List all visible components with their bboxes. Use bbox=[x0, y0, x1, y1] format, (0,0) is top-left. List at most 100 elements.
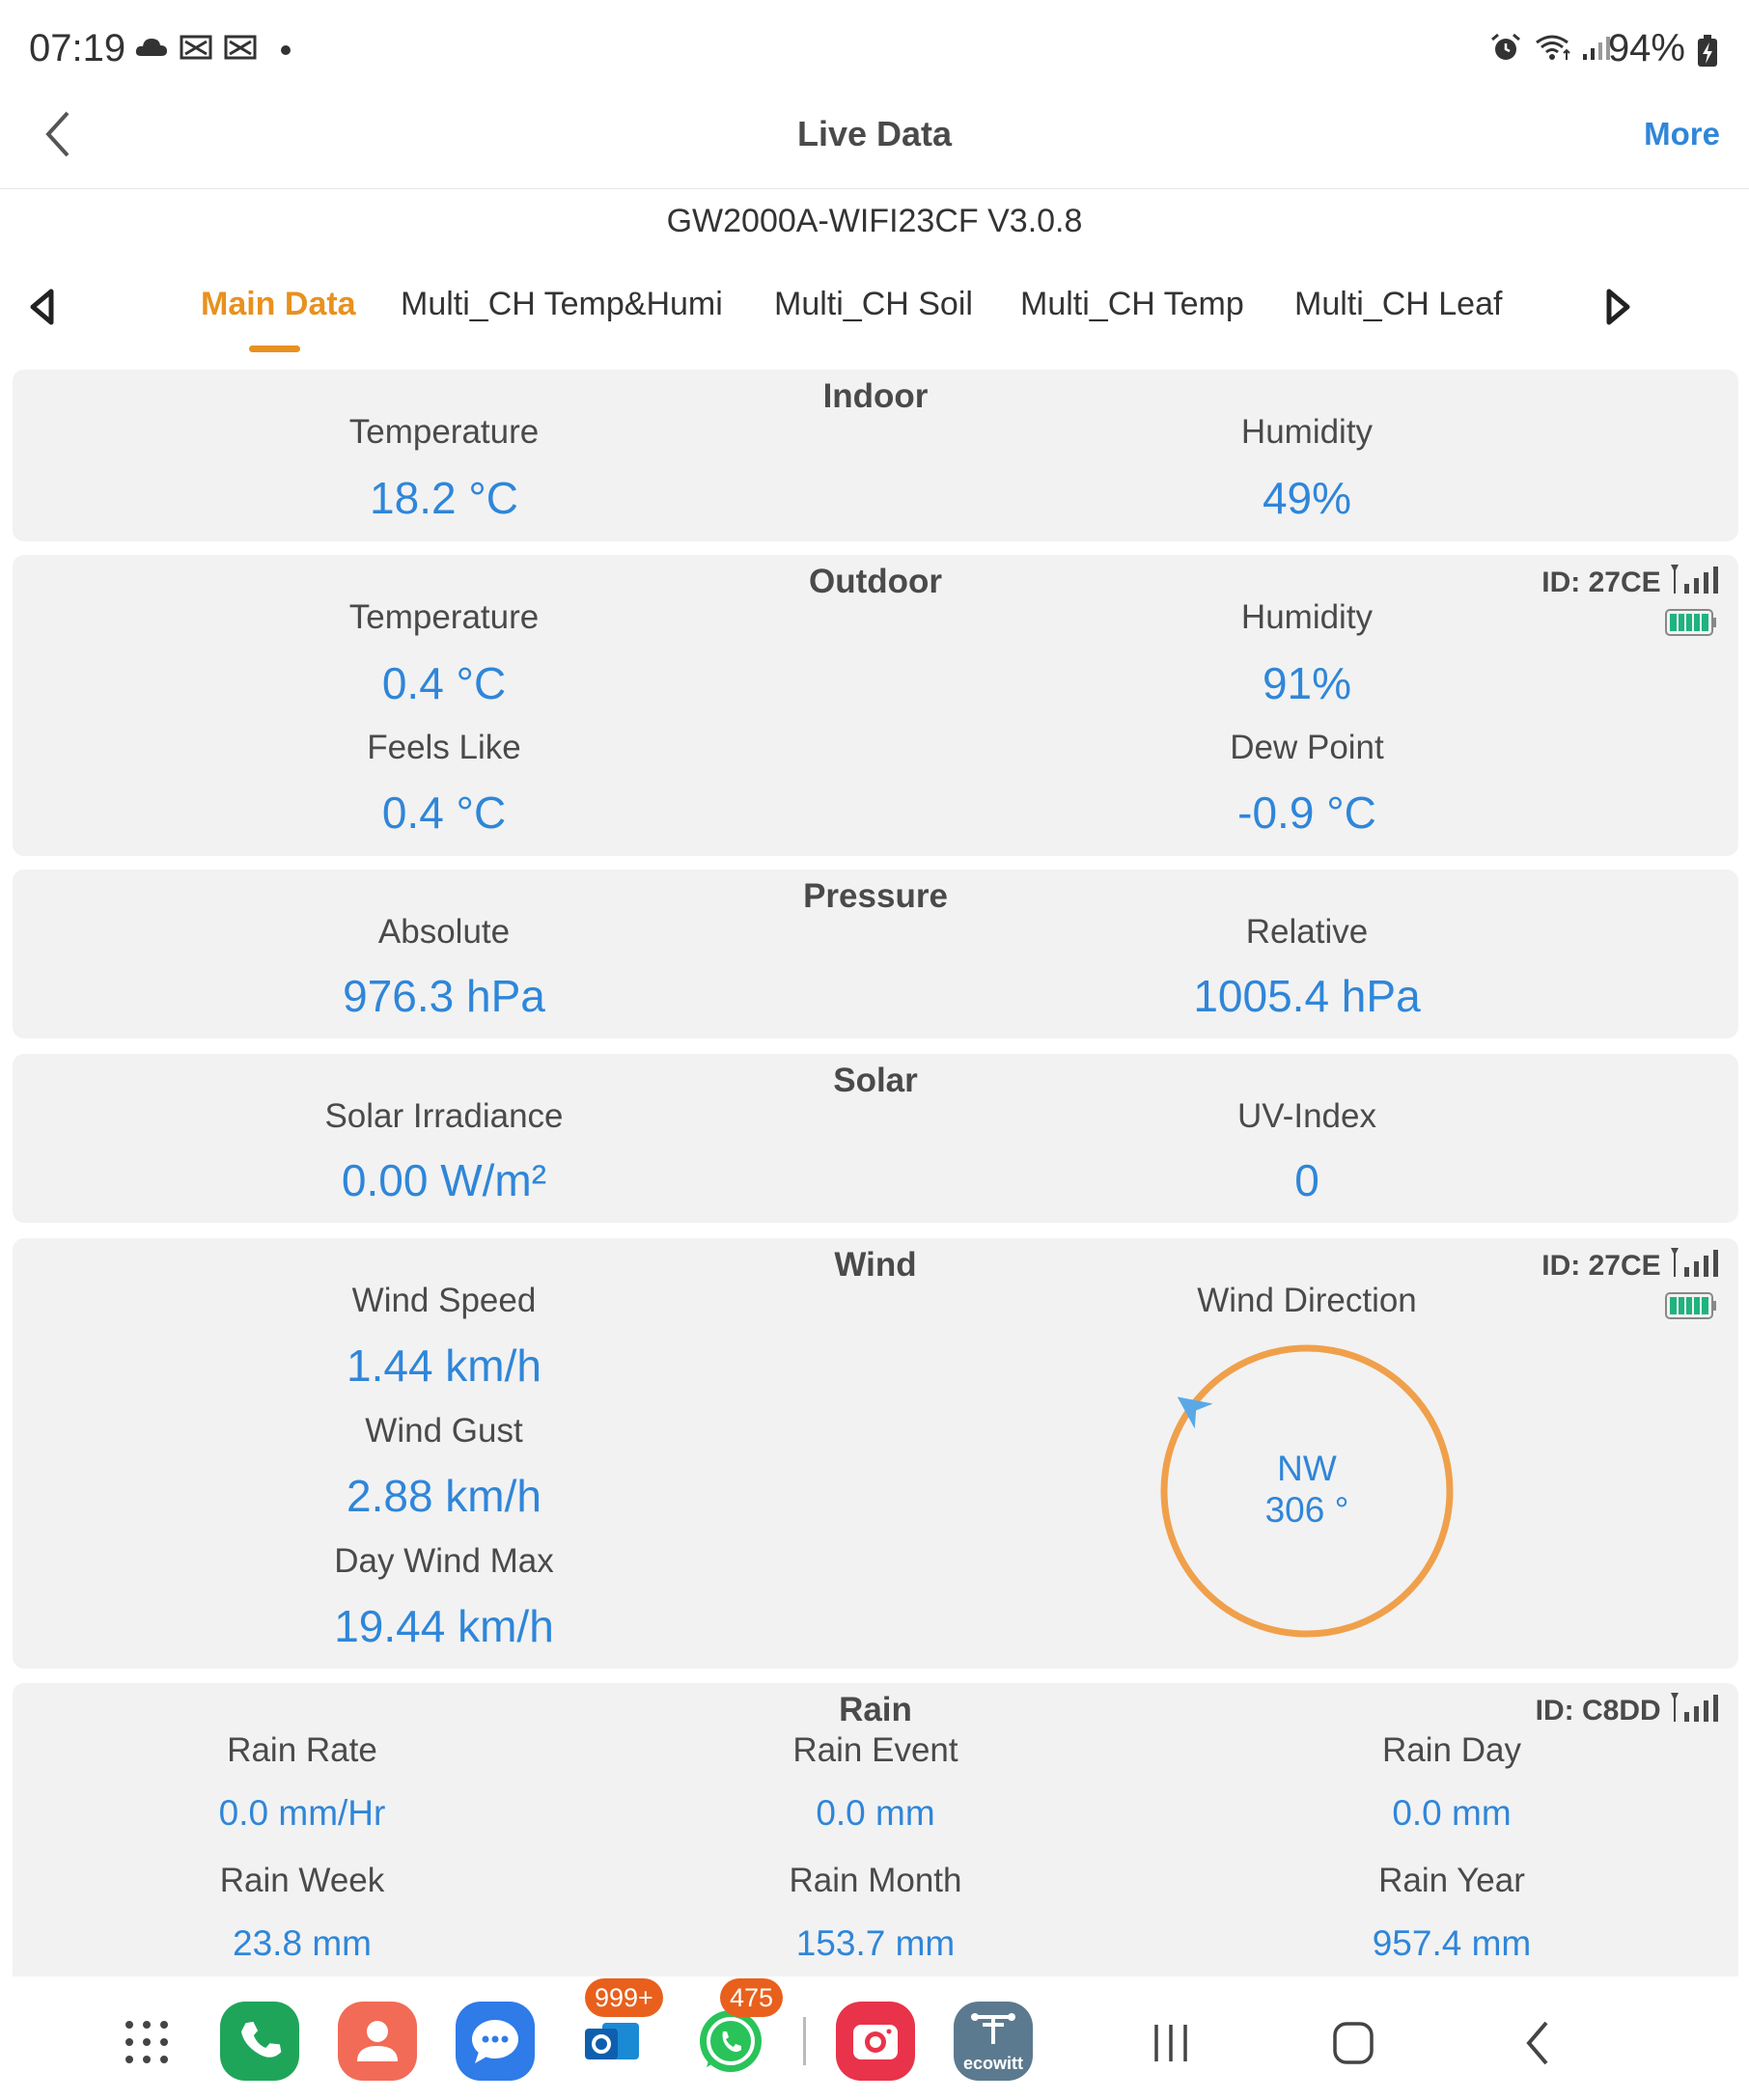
absolute-pressure-label: Absolute bbox=[377, 913, 511, 951]
sensor-battery-icon bbox=[1665, 609, 1716, 636]
dew-point-value: -0.9 °C bbox=[1237, 788, 1376, 838]
antenna-signal-icon bbox=[1671, 565, 1718, 594]
outdoor-card: Outdoor ID: 27CE Temperature 0.4 °C Humi… bbox=[13, 555, 1738, 856]
ecowitt-app-label: ecowitt bbox=[962, 2054, 1023, 2073]
outdoor-temperature-label: Temperature bbox=[348, 598, 540, 636]
solar-title: Solar bbox=[833, 1062, 918, 1099]
alarm-icon bbox=[1491, 33, 1520, 60]
rain-month-label: Rain Month bbox=[789, 1862, 962, 1899]
tab-multi-ch-soil[interactable]: Multi_CH Soil bbox=[774, 286, 973, 322]
tab-multi-ch-temp-humi[interactable]: Multi_CH Temp&Humi bbox=[401, 286, 723, 322]
rain-rate-label: Rain Rate bbox=[227, 1731, 377, 1769]
status-time: 07:19 bbox=[29, 27, 126, 69]
app-header bbox=[0, 101, 1749, 189]
camera-app-icon[interactable] bbox=[836, 2002, 915, 2081]
wind-gust-value: 2.88 km/h bbox=[347, 1471, 541, 1521]
rain-card: Rain ID: C8DD Rain Rate 0.0 mm/Hr Rain E… bbox=[13, 1683, 1738, 1976]
tab-multi-ch-leaf[interactable]: Multi_CH Leaf bbox=[1294, 286, 1503, 322]
rain-event-value: 0.0 mm bbox=[816, 1793, 935, 1833]
outdoor-id-text: ID: 27CE bbox=[1541, 566, 1661, 598]
rain-id-text: ID: C8DD bbox=[1535, 1695, 1661, 1727]
battery-charging-icon bbox=[1698, 35, 1717, 67]
dot-icon bbox=[281, 45, 291, 55]
pressure-card: Pressure Absolute 976.3 hPa Relative 100… bbox=[13, 870, 1738, 1038]
outlook-badge: 999+ bbox=[585, 1978, 663, 2017]
notification-icon bbox=[180, 35, 212, 60]
more-button[interactable]: More bbox=[1644, 116, 1720, 152]
antenna-signal-icon bbox=[1671, 1693, 1718, 1722]
device-name: GW2000A-WIFI23CF V3.0.8 bbox=[666, 203, 1083, 239]
pressure-title: Pressure bbox=[803, 877, 948, 915]
solar-irradiance-value: 0.00 W/m² bbox=[341, 1155, 547, 1205]
rain-year-value: 957.4 mm bbox=[1372, 1923, 1532, 1963]
wind-title: Wind bbox=[834, 1246, 917, 1284]
cloud-icon bbox=[135, 39, 167, 56]
rain-sensor-id: ID: C8DD bbox=[1536, 1691, 1723, 1727]
outdoor-sensor-id: ID: 27CE bbox=[1541, 563, 1723, 599]
ecowitt-app-icon[interactable]: ecowitt bbox=[954, 2002, 1033, 2081]
outdoor-humidity-label: Humidity bbox=[1240, 598, 1374, 636]
outdoor-temperature-value: 0.4 °C bbox=[381, 658, 507, 708]
sensor-battery-icon bbox=[1665, 1292, 1716, 1319]
indoor-temperature-value: 18.2 °C bbox=[370, 473, 518, 523]
wifi-icon bbox=[1536, 35, 1570, 60]
battery-percent: 94% bbox=[1607, 27, 1685, 69]
rain-title: Rain bbox=[839, 1691, 912, 1728]
rain-event-label: Rain Event bbox=[792, 1731, 958, 1769]
outdoor-title: Outdoor bbox=[808, 563, 943, 600]
signal-icon bbox=[1583, 37, 1610, 60]
nav-back-icon[interactable] bbox=[1523, 2019, 1552, 2067]
wind-speed-label: Wind Speed bbox=[351, 1282, 537, 1319]
feels-like-value: 0.4 °C bbox=[381, 788, 507, 838]
rain-week-value: 23.8 mm bbox=[233, 1923, 372, 1963]
outdoor-humidity-value: 91% bbox=[1262, 658, 1352, 708]
rain-rate-value: 0.0 mm/Hr bbox=[218, 1793, 386, 1833]
page-title: Live Data bbox=[796, 114, 953, 153]
absolute-pressure-value: 976.3 hPa bbox=[343, 971, 545, 1021]
recent-apps-icon[interactable] bbox=[1151, 2023, 1191, 2063]
tab-prev-icon[interactable] bbox=[29, 288, 56, 326]
tab-bar: Main Data Multi_CH Temp&Humi Multi_CH So… bbox=[0, 280, 1749, 367]
relative-pressure-label: Relative bbox=[1245, 913, 1369, 951]
whatsapp-badge: 475 bbox=[720, 1978, 784, 2017]
solar-irradiance-label: Solar Irradiance bbox=[324, 1097, 564, 1135]
indoor-temperature-label: Temperature bbox=[348, 413, 540, 451]
status-bar: 07:19 94% bbox=[0, 0, 1749, 101]
messages-app-icon[interactable] bbox=[456, 2002, 535, 2081]
app-drawer-icon[interactable] bbox=[124, 2019, 170, 2065]
rain-day-value: 0.0 mm bbox=[1392, 1793, 1512, 1833]
phone-app-icon[interactable] bbox=[220, 2002, 299, 2081]
antenna-signal-icon bbox=[1671, 1248, 1718, 1277]
wind-sensor-id: ID: 27CE bbox=[1541, 1246, 1723, 1283]
wind-card: Wind ID: 27CE Wind Speed 1.44 km/h Wind … bbox=[13, 1238, 1738, 1669]
rain-year-label: Rain Year bbox=[1378, 1862, 1525, 1899]
solar-card: Solar Solar Irradiance 0.00 W/m² UV-Inde… bbox=[13, 1054, 1738, 1223]
day-wind-max-value: 19.44 km/h bbox=[334, 1601, 554, 1651]
wind-speed-value: 1.44 km/h bbox=[347, 1340, 541, 1391]
notification-icon bbox=[224, 35, 257, 60]
indoor-humidity-label: Humidity bbox=[1240, 413, 1374, 451]
tab-multi-ch-temp[interactable]: Multi_CH Temp bbox=[1020, 286, 1244, 322]
feels-like-label: Feels Like bbox=[367, 729, 521, 766]
rain-day-label: Rain Day bbox=[1382, 1731, 1521, 1769]
home-icon[interactable] bbox=[1332, 2021, 1374, 2065]
wind-direction-cardinal: NW bbox=[1277, 1449, 1337, 1488]
wind-direction-arrow-icon bbox=[1177, 1396, 1213, 1429]
wind-gust-label: Wind Gust bbox=[365, 1412, 523, 1450]
tab-next-icon[interactable] bbox=[1604, 288, 1631, 326]
wind-direction-label: Wind Direction bbox=[1197, 1282, 1417, 1319]
taskbar: 999+ 475 ecowitt bbox=[0, 1976, 1749, 2100]
contacts-app-icon[interactable] bbox=[338, 2002, 417, 2081]
wind-direction-degrees: 306 ° bbox=[1264, 1490, 1349, 1530]
tab-main-data[interactable]: Main Data bbox=[201, 286, 356, 322]
dew-point-label: Dew Point bbox=[1230, 729, 1384, 766]
compass-ring bbox=[1160, 1344, 1454, 1638]
indoor-card: Indoor Temperature 18.2 °C Humidity 49% bbox=[13, 370, 1738, 541]
wind-compass bbox=[1160, 1344, 1454, 1638]
rain-month-value: 153.7 mm bbox=[795, 1923, 956, 1963]
uv-index-label: UV-Index bbox=[1237, 1097, 1376, 1135]
day-wind-max-label: Day Wind Max bbox=[334, 1542, 554, 1580]
indoor-humidity-value: 49% bbox=[1262, 473, 1352, 523]
back-arrow-icon[interactable] bbox=[42, 110, 73, 158]
wind-id-text: ID: 27CE bbox=[1541, 1250, 1661, 1282]
